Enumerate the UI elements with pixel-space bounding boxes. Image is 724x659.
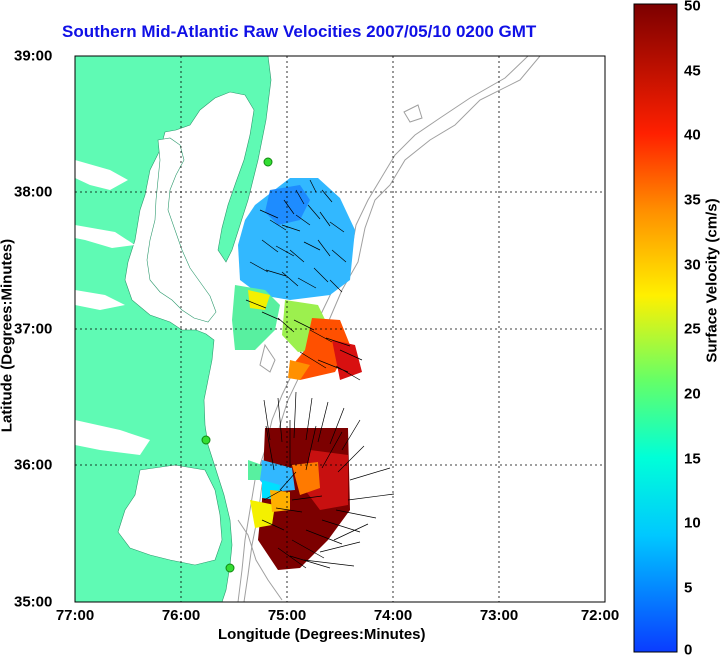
- radar-station-marker: [201, 435, 211, 445]
- y-tick-label: 37:00: [14, 320, 53, 338]
- land-mass: [75, 56, 272, 602]
- colorbar-tick-label: 30: [684, 256, 701, 274]
- x-tick-label: 72:00: [580, 607, 620, 624]
- colorbar-tick-label: 10: [684, 514, 701, 532]
- colorbar-tick-label: 5: [684, 579, 693, 597]
- y-tick-label: 35:00: [14, 593, 53, 611]
- colorbar-label: Surface Velocity (cm/s): [703, 198, 721, 363]
- colorbar-tick-label: 40: [684, 126, 701, 144]
- x-axis-label: Longitude (Degrees:Minutes): [218, 626, 426, 643]
- colorbar-tick-label: 50: [684, 0, 701, 15]
- colorbar-tick-label: 35: [684, 191, 701, 209]
- bathymetry-contours: [237, 56, 541, 602]
- river-inlet: [75, 290, 125, 310]
- x-tick-label: 76:00: [161, 607, 201, 624]
- plot-border: [74, 55, 606, 603]
- x-tick-label: 77:00: [55, 607, 95, 624]
- colorbar-tick-label: 25: [684, 320, 701, 338]
- bay-water: [146, 137, 217, 323]
- colorbar-tick-label: 45: [684, 62, 701, 80]
- pamlico-sound: [117, 464, 223, 566]
- colorbar-tick-label: 15: [684, 450, 701, 468]
- y-tick-label: 36:00: [14, 456, 53, 474]
- river-inlet: [75, 420, 150, 455]
- river-inlet: [75, 160, 128, 190]
- x-tick-label: 74:00: [373, 607, 413, 624]
- y-tick-label: 38:00: [14, 183, 53, 201]
- colorbar-tick-label: 20: [684, 385, 701, 403]
- grid-lines: [75, 56, 605, 602]
- radar-station-marker: [225, 563, 235, 573]
- radar-station-marker: [263, 157, 273, 167]
- velocity-arrows-south: [261, 391, 395, 569]
- colorbar-tick-label: 0: [684, 641, 693, 659]
- y-axis-label: Latitude (Degrees:Minutes): [0, 238, 16, 433]
- velocity-arrows-north: [245, 179, 363, 381]
- river-inlet: [75, 225, 135, 248]
- x-tick-label: 73:00: [479, 607, 519, 624]
- y-tick-label: 39:00: [14, 47, 53, 65]
- colorbar: [633, 3, 678, 653]
- x-tick-label: 75:00: [267, 607, 307, 624]
